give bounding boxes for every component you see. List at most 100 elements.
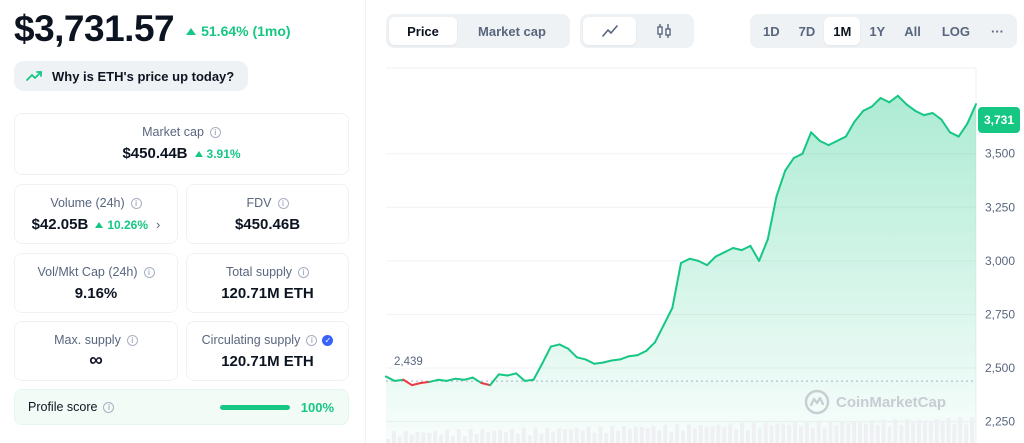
price-line-segment	[489, 373, 500, 387]
volume-bar	[799, 426, 803, 443]
price-line-segment	[714, 251, 726, 258]
volume-bar	[922, 420, 927, 443]
volume-bar	[852, 422, 857, 443]
y-tick-label: 3,000	[985, 254, 1015, 268]
price-line-segment	[393, 378, 405, 382]
info-icon[interactable]: i	[126, 334, 138, 346]
vol-mkt-value: 9.16%	[74, 285, 118, 302]
range-1m[interactable]: 1M	[824, 17, 861, 45]
info-icon[interactable]: i	[209, 126, 221, 138]
price-line-segment	[445, 377, 457, 382]
market-cap-value-row: $450.44B 3.91%	[15, 145, 348, 162]
coinmarketcap-logo-icon	[804, 389, 830, 415]
info-icon[interactable]: i	[103, 401, 115, 413]
candlestick-button[interactable]	[636, 17, 691, 45]
volume-bar	[846, 423, 851, 443]
price-line-segment	[697, 259, 709, 267]
profile-score-label-row: Profile score i	[28, 400, 115, 414]
price-change-badge: 51.64% (1mo)	[186, 23, 291, 39]
price-line-segment	[653, 324, 665, 344]
volume-bar	[492, 430, 497, 443]
volume-bar	[498, 430, 503, 443]
volume-label-row: Volume (24h) i	[15, 196, 177, 210]
max-supply-card[interactable]: Max. supply i ∞	[14, 321, 178, 381]
volume-bar	[911, 422, 916, 443]
volume-bar	[946, 418, 951, 443]
volume-bar	[663, 424, 668, 443]
range-1y[interactable]: 1Y	[869, 23, 886, 39]
volume-bar	[645, 428, 650, 443]
volume-bar	[433, 431, 438, 443]
profile-score-card[interactable]: Profile score i 100%	[14, 389, 349, 425]
info-icon[interactable]: i	[306, 334, 318, 346]
volume-bar	[450, 436, 455, 443]
log-scale-toggle[interactable]: LOG	[941, 23, 971, 39]
volume-label: Volume (24h)	[50, 196, 125, 210]
total-supply-card[interactable]: Total supply i 120.71M ETH	[186, 253, 349, 313]
range-7d[interactable]: 7D	[798, 23, 816, 39]
volume-bar	[386, 439, 390, 443]
volume-bar	[734, 428, 739, 443]
price-line-segment	[801, 131, 813, 155]
volume-bar	[881, 419, 886, 443]
volume-bar	[409, 434, 414, 443]
info-icon[interactable]: i	[277, 197, 289, 209]
range-1d[interactable]: 1D	[763, 23, 780, 39]
price-line-segment	[775, 169, 787, 198]
chart-type-toggle	[580, 14, 694, 48]
why-price-up-button[interactable]: Why is ETH's price up today?	[14, 61, 249, 91]
circ-supply-value: 120.71M ETH	[221, 353, 314, 370]
info-icon[interactable]: i	[298, 266, 309, 278]
volume-bar	[551, 431, 556, 443]
price-line-segment	[497, 373, 509, 377]
volume-bar	[604, 433, 609, 443]
price-line-segment	[532, 362, 544, 381]
price-line-segment	[671, 262, 682, 309]
caret-up-icon	[194, 150, 203, 157]
volume-bar	[445, 429, 449, 443]
volume-change: 10.26%	[95, 218, 148, 232]
volume-bar	[887, 426, 892, 443]
price-line-segment	[870, 97, 882, 108]
volume-bar	[775, 423, 780, 443]
chevron-right-icon[interactable]: ›	[156, 217, 161, 232]
fdv-card[interactable]: FDV i $450.46B	[186, 184, 349, 244]
tab-price[interactable]: Price	[389, 17, 457, 45]
y-tick-label: 2,250	[985, 415, 1015, 429]
volume-bar	[651, 425, 656, 443]
price-line-segment	[680, 257, 691, 264]
range-all[interactable]: All	[904, 23, 921, 39]
volume-card[interactable]: Volume (24h) i $42.05B 10.26% ›	[14, 184, 178, 244]
time-range-selector: 1D 7D 1M 1Y All LOG ···	[750, 14, 1018, 48]
volume-bar	[421, 432, 426, 443]
price-line-segment	[896, 94, 908, 106]
circulating-supply-card[interactable]: Circulating supply i ✓ 120.71M ETH	[186, 321, 349, 381]
vol-mkt-cap-card[interactable]: Vol/Mkt Cap (24h) i 9.16%	[14, 253, 178, 313]
info-icon[interactable]: i	[130, 197, 142, 209]
line-chart-icon	[601, 25, 618, 37]
tab-market-cap[interactable]: Market cap	[478, 23, 546, 39]
volume-bar	[545, 427, 550, 443]
line-chart-button[interactable]	[583, 17, 636, 45]
volume-bar	[504, 431, 508, 443]
market-cap-label-row: Market cap i	[15, 125, 348, 139]
price-line-segment	[732, 247, 743, 252]
volume-bar	[745, 430, 750, 443]
current-price: $3,731.57	[14, 8, 175, 49]
volume-bar	[462, 436, 467, 443]
caret-up-icon	[186, 27, 197, 35]
market-cap-card[interactable]: Market cap i $450.44B 3.91%	[14, 113, 349, 175]
y-tick-label: 2,500	[985, 361, 1015, 375]
vol-mkt-label-row: Vol/Mkt Cap (24h) i	[15, 265, 177, 279]
price-line-segment	[749, 244, 761, 262]
volume-bar	[893, 419, 898, 443]
volume-bar	[816, 420, 821, 443]
current-price-tag: 3,731	[978, 107, 1020, 133]
price-line-segment	[879, 97, 891, 104]
price-line-segment	[792, 152, 804, 159]
info-icon[interactable]: i	[143, 266, 155, 278]
max-supply-value: ∞	[89, 350, 103, 371]
price-line-segment	[471, 376, 483, 384]
more-options-button[interactable]: ···	[991, 23, 1005, 39]
